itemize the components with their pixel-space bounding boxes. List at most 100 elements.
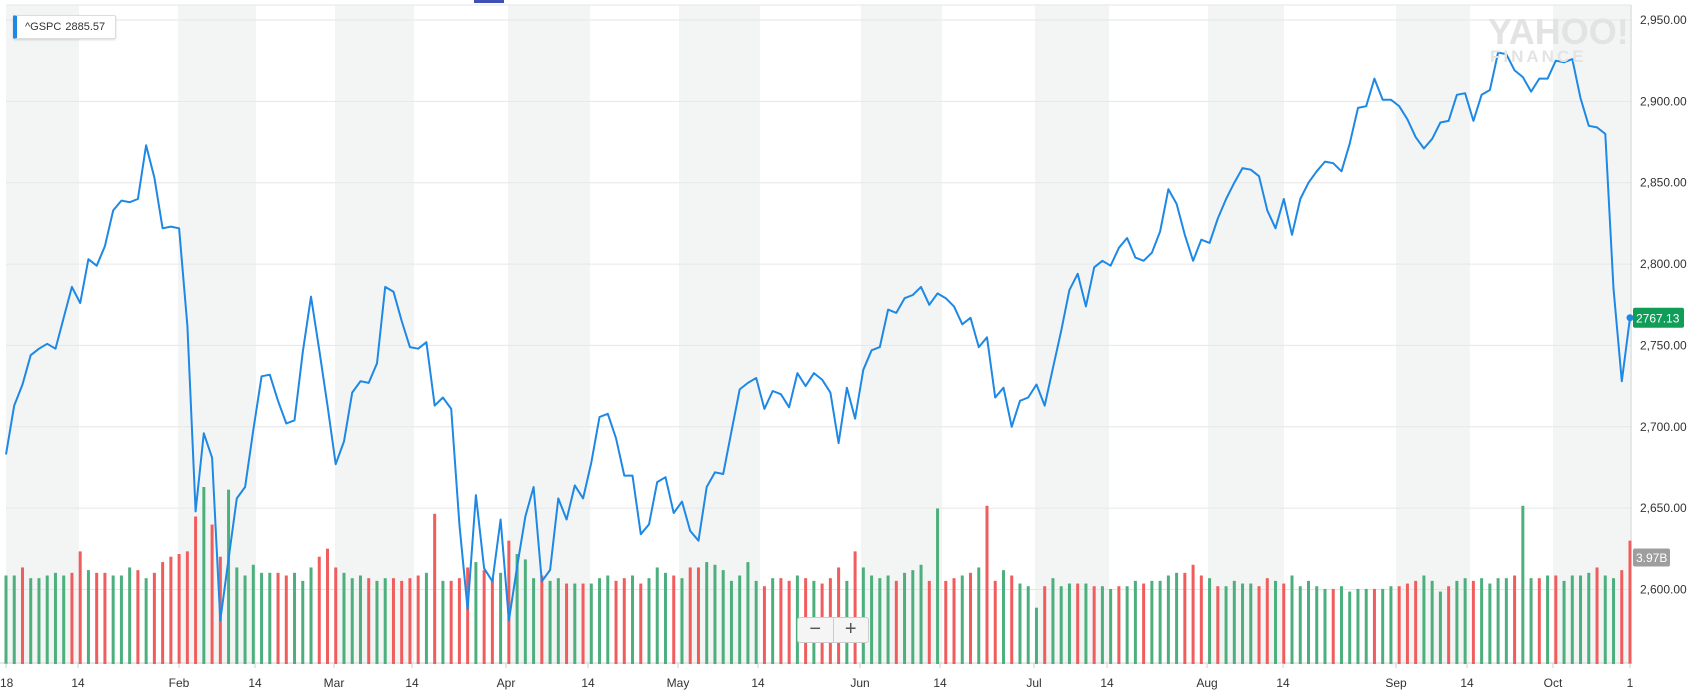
volume-bar xyxy=(837,567,841,664)
volume-bar xyxy=(1306,580,1310,664)
volume-bar xyxy=(1257,586,1261,664)
last-price-badge xyxy=(1633,307,1684,328)
volume-bar xyxy=(1109,588,1113,664)
month-band xyxy=(6,5,79,663)
volume-bar xyxy=(499,572,503,664)
volume-bar xyxy=(309,567,313,664)
x-tick-label: 14 xyxy=(933,676,947,690)
volume-bar xyxy=(1397,586,1401,664)
volume-bar xyxy=(589,583,593,664)
volume-bar xyxy=(1043,586,1047,664)
volume-bar xyxy=(284,575,288,664)
zoom-out-button[interactable]: − xyxy=(809,618,822,640)
volume-bar xyxy=(1620,570,1624,664)
x-tick-label: 14 xyxy=(1460,676,1474,690)
volume-bar xyxy=(1463,578,1467,664)
volume-bar xyxy=(639,583,643,664)
month-band xyxy=(1396,5,1470,663)
volume-bar xyxy=(1051,578,1055,664)
volume-bar xyxy=(119,575,123,664)
volume-bar xyxy=(1249,583,1253,664)
period-bands xyxy=(6,5,1630,663)
volume-bar xyxy=(358,575,362,664)
volume-bar xyxy=(1488,583,1492,664)
volume-bar xyxy=(1059,586,1063,664)
volume-bar xyxy=(696,567,700,664)
series-legend[interactable]: ^GSPC 2885.57 xyxy=(13,15,117,39)
x-axis: 18 14 Feb 14 Mar 14 Apr 14 May 14 Jun 14 Jul 14 Aug 14 S… xyxy=(0,663,1634,690)
volume-bar xyxy=(1628,557,1632,664)
x-tick-label: 1 xyxy=(1627,676,1634,690)
volume-bar xyxy=(1595,567,1599,664)
volume-bar xyxy=(565,583,569,664)
volume-bar xyxy=(482,570,486,664)
volume-bar xyxy=(457,578,461,664)
volume-bar xyxy=(276,572,280,664)
legend-value: 2885.57 xyxy=(65,21,106,33)
volume-bar xyxy=(1100,586,1104,664)
volume-bar xyxy=(62,575,66,664)
volume-bar xyxy=(1603,575,1607,664)
zoom-in-button[interactable]: + xyxy=(832,618,869,642)
volume-bar xyxy=(985,505,989,664)
volume-bar xyxy=(185,551,189,664)
volume-bar xyxy=(1348,591,1352,664)
volume-bar xyxy=(301,580,305,664)
month-band xyxy=(335,5,414,663)
volume-bar xyxy=(1199,575,1203,664)
x-tick-label: Oct xyxy=(1544,676,1563,690)
volume-bar xyxy=(853,551,857,664)
volume-bar xyxy=(631,575,635,664)
volume-bar xyxy=(1018,583,1022,664)
volume-bar xyxy=(103,572,107,664)
x-tick-label: Mar xyxy=(324,676,345,690)
volume-bar xyxy=(1166,575,1170,664)
volume-bar xyxy=(1521,505,1525,664)
month-band xyxy=(1035,5,1109,663)
volume-bar xyxy=(1290,575,1294,664)
volume-bar xyxy=(334,567,338,664)
volume-bar xyxy=(1372,588,1376,664)
volume-bar xyxy=(1364,588,1368,664)
volume-bar xyxy=(235,567,239,664)
volume-bar xyxy=(1537,578,1541,664)
volume-bar xyxy=(70,572,74,664)
volume-bar xyxy=(293,572,297,664)
x-tick-label: Jul xyxy=(1026,676,1041,690)
x-tick-label: Sep xyxy=(1385,676,1407,690)
volume-bar xyxy=(1010,575,1014,664)
tab-indicator xyxy=(474,0,504,3)
volume-bar xyxy=(1529,578,1533,664)
x-tick-label: Aug xyxy=(1196,676,1217,690)
volume-bar xyxy=(317,556,321,664)
volume-bar xyxy=(1158,580,1162,664)
volume-bar xyxy=(614,580,618,664)
volume-bar xyxy=(45,575,49,664)
volume-bar xyxy=(391,578,395,664)
price-line xyxy=(5,51,1631,622)
volume-bar xyxy=(20,567,24,664)
volume-bar xyxy=(194,516,198,664)
volume-bar xyxy=(210,524,214,664)
volume-bar xyxy=(927,580,931,664)
last-price-label: 2767.13 xyxy=(1636,311,1680,325)
x-tick-label: Feb xyxy=(169,676,190,690)
x-tick-label: Jun xyxy=(850,676,869,690)
volume-bar xyxy=(1579,575,1583,664)
volume-bar xyxy=(78,551,82,664)
volume-bar xyxy=(128,567,132,664)
volume-bar xyxy=(1356,588,1360,664)
volume-bar xyxy=(383,578,387,664)
volume-bar xyxy=(598,578,602,664)
x-tick-label: 14 xyxy=(405,676,419,690)
volume-bar xyxy=(37,578,41,664)
volume-bar xyxy=(1183,572,1187,664)
x-tick-label: 14 xyxy=(751,676,765,690)
volume-bar xyxy=(400,580,404,664)
volume-bar xyxy=(1513,575,1517,664)
volume-bar xyxy=(738,575,742,664)
volume-bar xyxy=(1554,575,1558,664)
y-tick-label: 2,650.00 xyxy=(1640,501,1687,515)
last-price-point xyxy=(1626,314,1634,322)
